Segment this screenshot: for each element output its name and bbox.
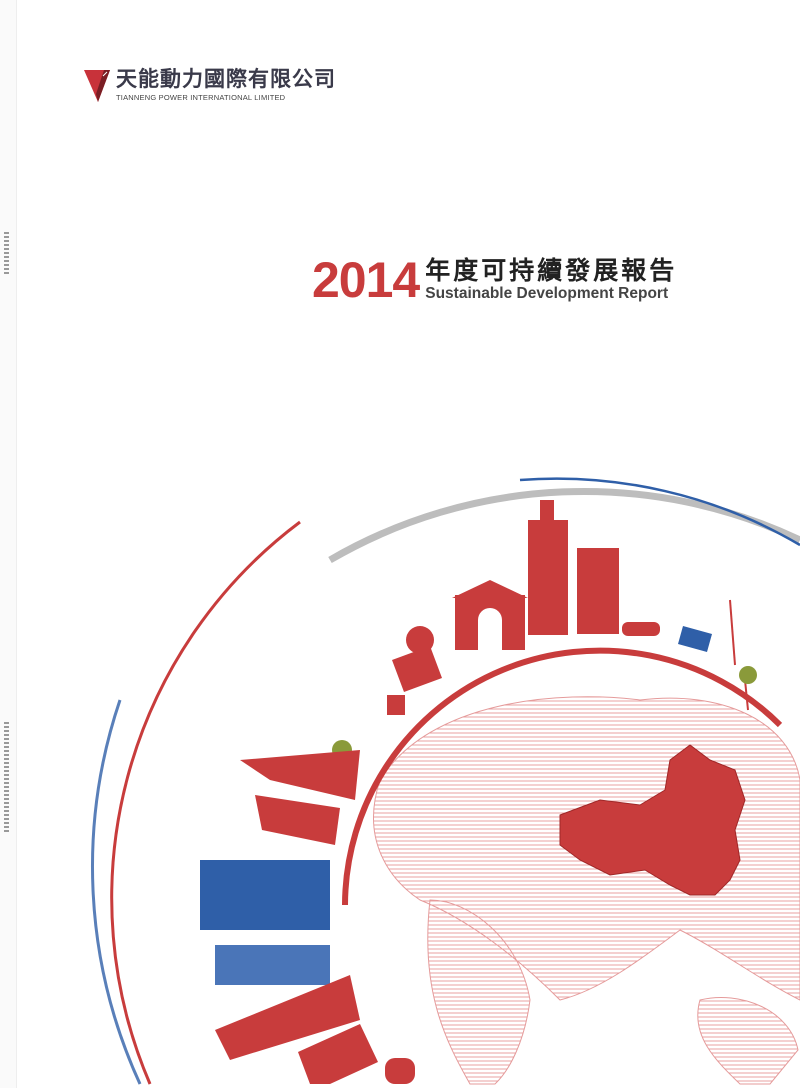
company-logo: 天能動力國際有限公司 TIANNENG POWER INTERNATIONAL … (84, 68, 336, 102)
spine-year-mark (4, 232, 9, 274)
blue-arc-left (90, 699, 142, 1085)
china-map (559, 744, 746, 896)
report-title-en: Sustainable Development Report (425, 285, 669, 302)
company-name-en: TIANNENG POWER INTERNATIONAL LIMITED (116, 93, 286, 102)
book-spine (0, 0, 17, 1088)
gray-arc (328, 488, 800, 564)
report-year: 2014 (312, 252, 420, 308)
spine-company-mark (4, 722, 9, 834)
red-arc (110, 520, 301, 1085)
v-shield-logo-icon (84, 70, 110, 102)
company-name-cn: 天能動力國際有限公司 (116, 67, 336, 91)
report-title-cn: 年度可持續發展報告 (425, 256, 678, 285)
report-title: 2014 年度可持續發展報告 Sustainable Development R… (312, 255, 677, 305)
skyline-left (200, 750, 415, 1084)
globe-rim (342, 647, 783, 906)
blue-arc (519, 477, 800, 547)
skyline-top (332, 500, 757, 760)
